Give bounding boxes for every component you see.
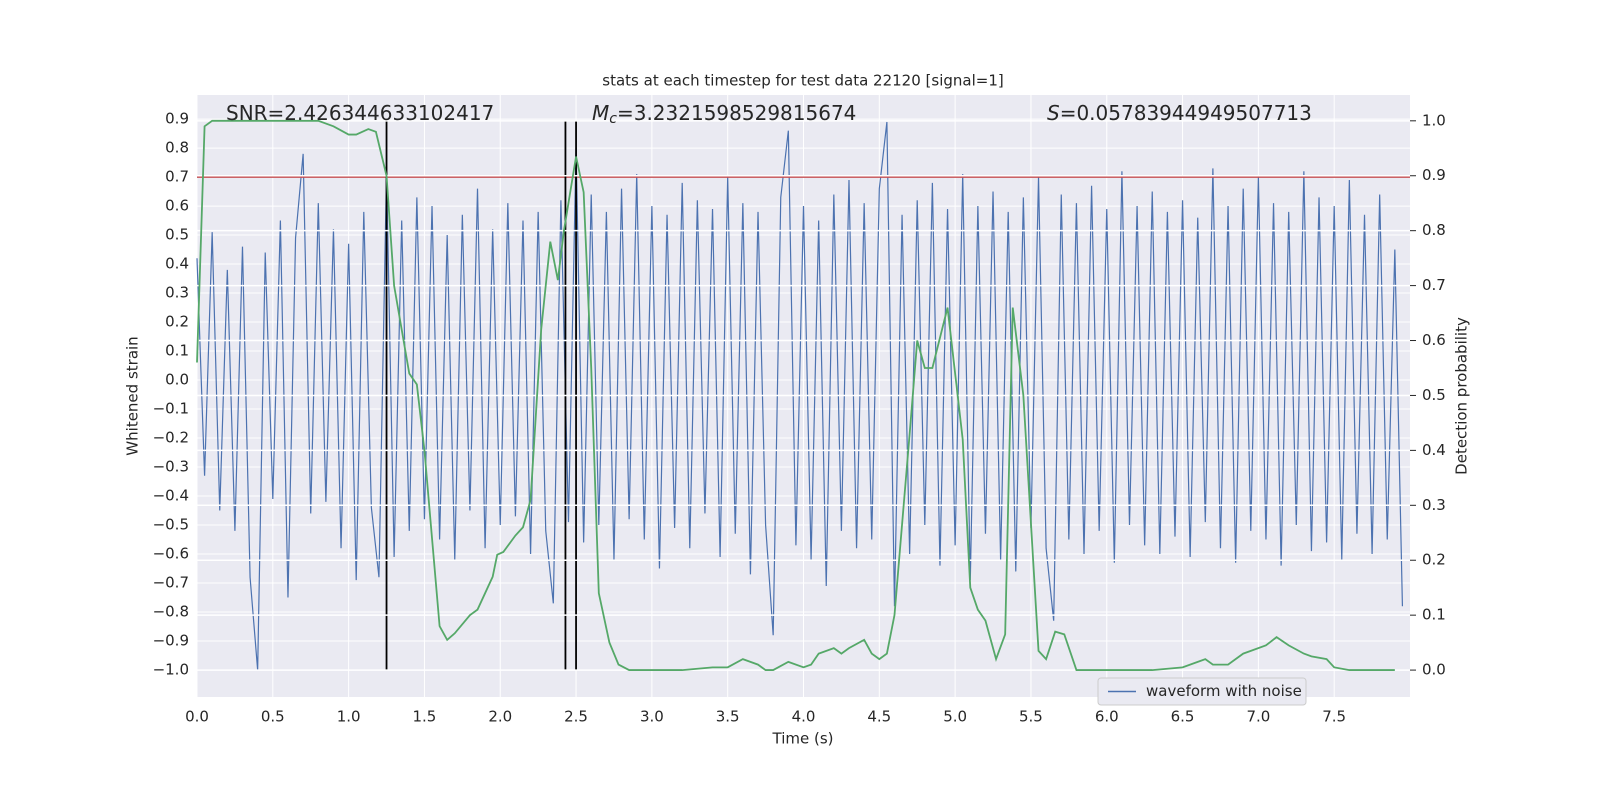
annotation-part: c xyxy=(609,111,617,127)
y2-axis-label: Detection probability xyxy=(1453,317,1471,475)
x-tick-label: 1.5 xyxy=(413,708,437,726)
y-tick-label: −0.7 xyxy=(153,574,189,592)
x-tick-label: 3.5 xyxy=(716,708,740,726)
y-tick-label: 0.2 xyxy=(165,313,189,331)
y-tick-label: 0.8 xyxy=(165,139,189,157)
y-tick-label: 0.9 xyxy=(165,110,189,128)
y2-tick-label: 0.4 xyxy=(1422,441,1446,459)
x-tick-label: 5.0 xyxy=(943,708,967,726)
legend-label: waveform with noise xyxy=(1146,682,1302,700)
y2-tick-label: 0.7 xyxy=(1422,276,1446,294)
x-tick-label: 2.5 xyxy=(564,708,588,726)
y2-tick-label: 0.8 xyxy=(1422,221,1446,239)
y-tick-label: 0.5 xyxy=(165,226,189,244)
legend-box xyxy=(1097,677,1307,706)
x-tick-label: 0.0 xyxy=(185,708,209,726)
x-tick-label: 4.5 xyxy=(867,708,891,726)
y2-tick-label: 0.0 xyxy=(1422,661,1446,679)
y-tick-label: 0.6 xyxy=(165,197,189,215)
y2-tick-label: 0.3 xyxy=(1422,496,1446,514)
y2-tick-label: 0.1 xyxy=(1422,606,1446,624)
y-tick-label: −0.5 xyxy=(153,516,189,534)
y-tick-label: 0.3 xyxy=(165,284,189,302)
annotation: S=0.05783944949507713 xyxy=(1047,101,1312,125)
y2-tick-label: 1.0 xyxy=(1422,111,1446,129)
annotation-part: =3.2321598529815674 xyxy=(617,101,856,125)
y2-tick-label: 0.2 xyxy=(1422,551,1446,569)
chart-title: stats at each timestep for test data 221… xyxy=(602,72,1003,90)
series-line xyxy=(196,121,1404,671)
x-tick-label: 4.0 xyxy=(792,708,816,726)
x-tick-label: 6.5 xyxy=(1171,708,1195,726)
y-tick-label: 0.1 xyxy=(165,342,189,360)
y-tick-label: −0.3 xyxy=(153,458,189,476)
y-tick-label: −0.1 xyxy=(153,400,189,418)
y-tick-label: −0.8 xyxy=(153,603,189,621)
annotation: SNR=2.426344633102417 xyxy=(226,101,494,125)
y-tick-label: 0.0 xyxy=(165,371,189,389)
annotation-part: M xyxy=(592,101,609,125)
y-tick-label: 0.4 xyxy=(165,255,189,273)
x-tick-label: 5.5 xyxy=(1019,708,1043,726)
y2-tick-label: 0.6 xyxy=(1422,331,1446,349)
x-tick-label: 6.0 xyxy=(1095,708,1119,726)
y2-tick-label: 0.5 xyxy=(1422,386,1446,404)
y-tick-label: −0.2 xyxy=(153,429,189,447)
annotation: Mc=3.2321598529815674 xyxy=(592,101,856,128)
x-axis-label: Time (s) xyxy=(772,730,834,748)
x-tick-label: 0.5 xyxy=(261,708,285,726)
y-tick-label: −0.9 xyxy=(153,632,189,650)
x-tick-label: 3.0 xyxy=(640,708,664,726)
y-tick-label: −0.4 xyxy=(153,487,189,505)
x-tick-label: 2.0 xyxy=(488,708,512,726)
annotation-part: SNR=2.426344633102417 xyxy=(226,101,494,125)
series-line xyxy=(196,119,1395,671)
y2-tick-label: 0.9 xyxy=(1422,166,1446,184)
y-tick-label: −1.0 xyxy=(153,661,189,679)
x-tick-label: 7.5 xyxy=(1322,708,1346,726)
y-axis-label: Whitened strain xyxy=(124,336,142,455)
y-tick-label: 0.7 xyxy=(165,168,189,186)
x-tick-label: 7.0 xyxy=(1246,708,1270,726)
x-tick-label: 1.0 xyxy=(337,708,361,726)
annotation-part: =0.05783944949507713 xyxy=(1060,101,1312,125)
annotation-part: S xyxy=(1047,101,1060,125)
y-tick-label: −0.6 xyxy=(153,545,189,563)
